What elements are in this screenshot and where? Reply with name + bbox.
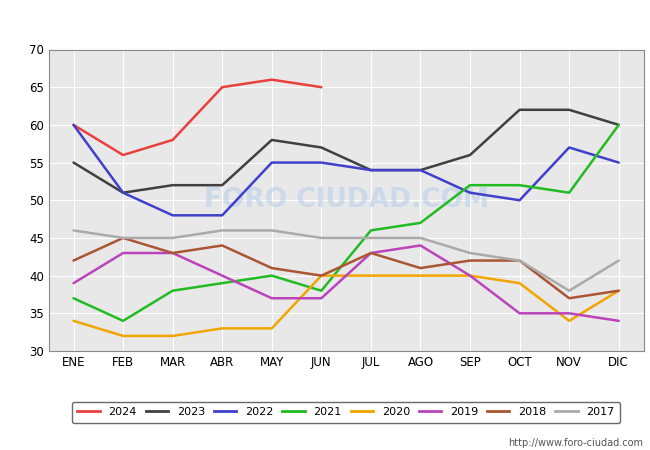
Text: http://www.foro-ciudad.com: http://www.foro-ciudad.com: [508, 438, 644, 448]
Text: FORO CIUDAD.COM: FORO CIUDAD.COM: [203, 187, 489, 213]
Text: Afiliados en Mollet de Peralada a 31/5/2024: Afiliados en Mollet de Peralada a 31/5/2…: [129, 11, 521, 29]
Legend: 2024, 2023, 2022, 2021, 2020, 2019, 2018, 2017: 2024, 2023, 2022, 2021, 2020, 2019, 2018…: [72, 402, 620, 423]
